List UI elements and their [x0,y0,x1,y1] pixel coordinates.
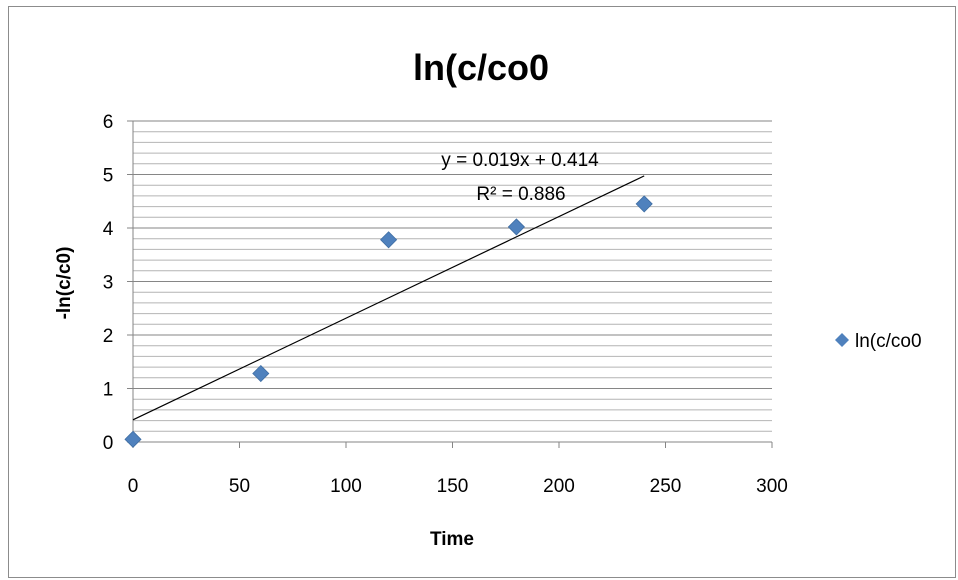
grid-lines [133,120,772,432]
y-tick-label: 6 [103,112,114,133]
data-point-diamond [635,195,653,213]
y-tick-label: 0 [103,433,114,454]
chart-title: ln(c/co0 [413,47,549,88]
legend-label: ln(c/co0 [855,331,922,352]
data-point-diamond [252,364,270,383]
x-tick-labels: 0 50 100 150 200 250 300 [128,476,788,497]
y-tick-labels: 0 1 2 3 4 5 6 [103,112,114,454]
x-tick-label: 250 [650,476,682,497]
legend-diamond-icon [835,333,849,347]
x-tick-label: 300 [756,476,788,497]
data-point-diamond [507,218,525,236]
y-tick-label: 3 [103,273,114,294]
trendline-r-squared: R² = 0.886 [476,184,565,205]
trendline [132,175,645,421]
trendline-line [132,175,645,421]
y-tick-label: 4 [103,219,114,240]
x-axis-title: Time [430,529,474,550]
x-tick-label: 100 [330,476,362,497]
x-tick-label: 50 [229,476,250,497]
x-tick-label: 0 [128,476,139,497]
data-point-diamond [124,430,142,448]
y-axis-title: -ln(c/c0) [54,247,75,320]
data-points [124,195,653,448]
axes [127,120,773,448]
legend: ln(c/co0 [835,331,922,352]
x-tick-label: 200 [543,476,575,497]
data-point-diamond [380,231,398,249]
trendline-equation: y = 0.019x + 0.414 [441,150,599,171]
y-tick-label: 5 [103,166,114,187]
x-tick-label: 150 [437,476,469,497]
y-tick-label: 2 [103,326,114,347]
y-tick-label: 1 [103,380,114,401]
